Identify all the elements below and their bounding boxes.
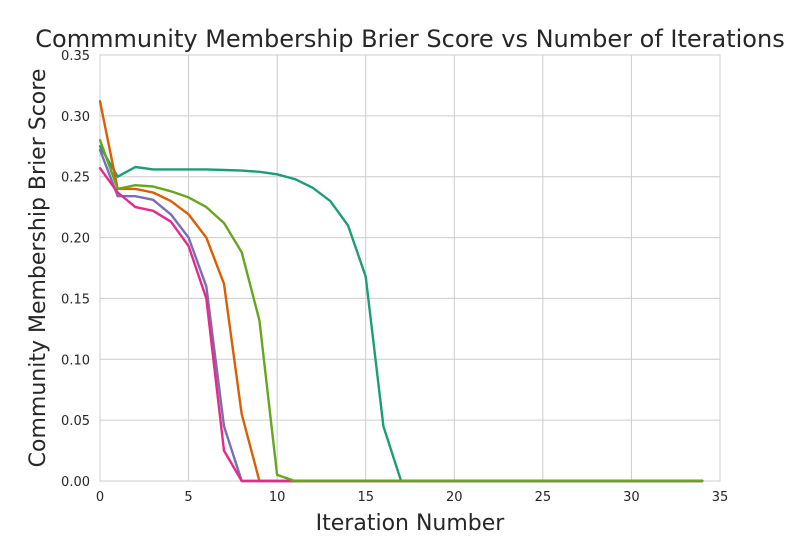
x-tick-label: 35 [712,490,729,505]
x-tick-label: 30 [623,490,640,505]
x-tick-label: 0 [96,490,104,505]
x-tick-label: 20 [446,490,463,505]
y-tick-label: 0.25 [61,171,90,186]
y-axis-label: Community Membership Brier Score [26,69,51,468]
series-line-5 [98,138,704,483]
x-tick-label: 10 [269,490,286,505]
y-tick-label: 0.30 [61,110,90,125]
x-tick-label: 15 [357,490,374,505]
plot-area [99,54,721,482]
x-tick-label: 5 [184,490,192,505]
x-tick-label: 25 [535,490,552,505]
y-tick-label: 0.15 [61,292,90,307]
series-line-1 [98,145,704,483]
series-line-2 [98,100,704,483]
grid [99,54,721,482]
y-tick-label: 0.05 [61,414,90,429]
x-axis-label: Iteration Number [316,511,506,536]
y-tick-label: 0.00 [61,475,90,490]
x-axis-ticks: 0 5 10 15 20 25 30 35 [96,490,728,505]
y-tick-label: 0.10 [61,353,90,368]
chart-title: Commmunity Membership Brier Score vs Num… [35,25,784,53]
y-tick-label: 0.35 [61,49,90,64]
y-axis-ticks: 0.00 0.05 0.10 0.15 0.20 0.25 0.30 0.35 [61,49,90,490]
y-tick-label: 0.20 [61,232,90,247]
series-group [98,100,704,483]
